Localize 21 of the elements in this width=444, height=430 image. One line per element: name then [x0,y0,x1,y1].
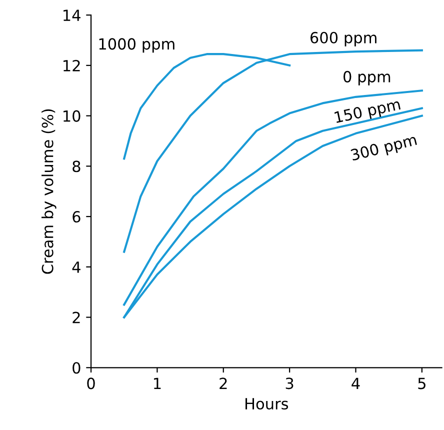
y-axis-title: Cream by volume (%) [42,109,56,274]
y-tick-label: 10 [64,110,80,122]
y-tick-label: 14 [64,10,80,21]
x-tick-label: 1 [154,378,161,389]
x-axis-title: Hours [246,398,288,410]
y-tick-label: 2 [72,312,80,324]
series-label: 0 ppm [344,70,390,86]
y-tick-label: 6 [72,211,80,223]
series-label: 1000 ppm [99,38,174,53]
y-tick-label: 4 [72,262,80,273]
x-tick-label: 4 [352,378,360,389]
x-tick-label: 0 [87,378,95,390]
y-tick-label: 0 [72,362,80,374]
y-tick-label: 12 [64,60,80,72]
x-tick-label: 2 [220,378,227,389]
text: 150 ppm [334,98,402,126]
y-tick-label: 8 [72,160,80,172]
series-label: 600 ppm [310,32,376,46]
text: 300 ppm [350,134,418,164]
x-tick-label: 5 [418,378,426,390]
x-tick-label: 3 [286,378,294,390]
